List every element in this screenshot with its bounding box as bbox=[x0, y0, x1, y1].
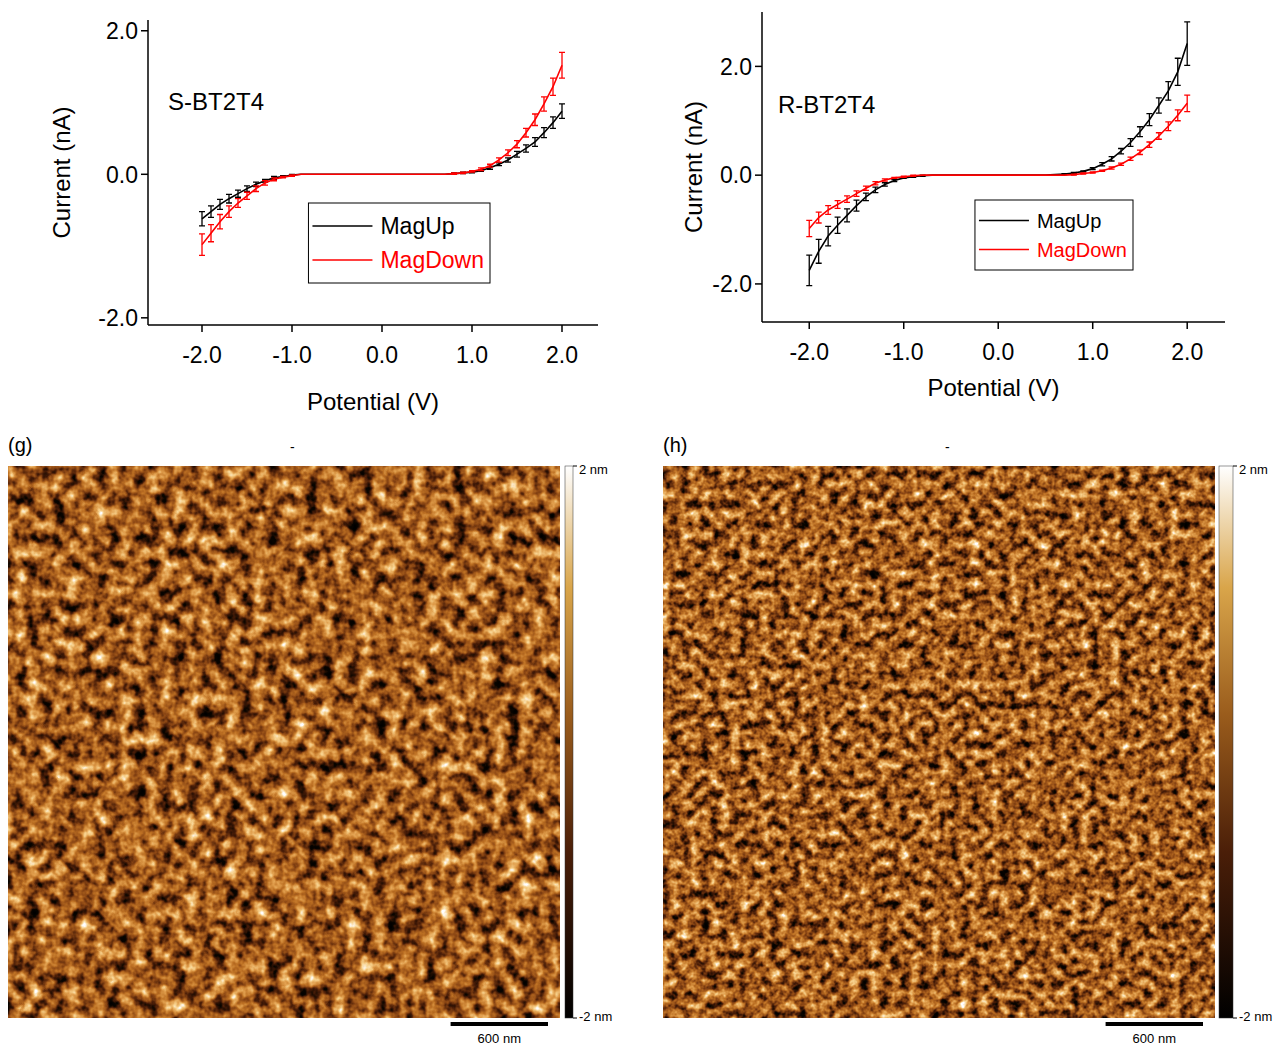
x-axis-title: Potential (V) bbox=[307, 388, 439, 415]
y-tick bbox=[755, 283, 762, 285]
x-tick bbox=[1186, 322, 1188, 329]
y-tick bbox=[755, 66, 762, 68]
legend: MagUp MagDown bbox=[308, 203, 490, 283]
y-tick bbox=[141, 317, 148, 319]
afm-image bbox=[663, 466, 1215, 1018]
colorbar-label: -2 nm bbox=[579, 1009, 612, 1024]
line-panel: -2.0 -1.0 0.0 1.0 2.0 -2.0 0.0 2.0 Potential (V)… bbox=[48, 18, 598, 415]
top-mark: - bbox=[290, 439, 295, 455]
x-tick bbox=[808, 322, 810, 329]
legend-swatch bbox=[979, 220, 1029, 222]
scale-bar-label: 600 nm bbox=[478, 1031, 521, 1046]
x-tick-label: -2.0 bbox=[182, 342, 222, 368]
y-axis bbox=[147, 20, 149, 325]
y-axis bbox=[761, 12, 763, 322]
panel-label: (h) bbox=[663, 434, 687, 456]
legend-swatch bbox=[312, 259, 372, 261]
y-axis-title: Current (nA) bbox=[48, 106, 75, 238]
y-axis-title: Current (nA) bbox=[680, 101, 707, 233]
x-tick bbox=[561, 325, 563, 332]
colorbar-tick bbox=[573, 466, 577, 467]
afm-image bbox=[8, 466, 560, 1018]
x-tick bbox=[997, 322, 999, 329]
legend-box bbox=[975, 200, 1133, 270]
y-tick bbox=[141, 174, 148, 176]
x-tick-label: -1.0 bbox=[884, 339, 924, 365]
colorbar-label: 2 nm bbox=[1239, 462, 1268, 477]
x-tick bbox=[291, 325, 293, 332]
legend-box bbox=[308, 203, 490, 283]
colorbar-label: -2 nm bbox=[1239, 1009, 1272, 1024]
error-bar bbox=[199, 234, 205, 256]
panel-label: (g) bbox=[8, 434, 32, 456]
chart-title: R-BT2T4 bbox=[778, 91, 875, 118]
y-tick-label: 0.0 bbox=[106, 162, 138, 188]
x-tick-label: 0.0 bbox=[366, 342, 398, 368]
colorbar-label: 2 nm bbox=[579, 462, 608, 477]
error-bar bbox=[1184, 95, 1190, 111]
x-tick bbox=[903, 322, 905, 329]
x-tick-label: -1.0 bbox=[272, 342, 312, 368]
colorbar bbox=[565, 466, 573, 1018]
scale-bar-label: 600 nm bbox=[1133, 1031, 1176, 1046]
legend-swatch bbox=[979, 249, 1029, 251]
legend-label: MagUp bbox=[1037, 210, 1101, 232]
line-panel: -2.0 -1.0 0.0 1.0 2.0 -2.0 0.0 2.0 Potential (V)… bbox=[680, 12, 1225, 401]
plot-area bbox=[806, 22, 1190, 286]
colorbar-tick bbox=[1233, 1018, 1237, 1019]
x-tick bbox=[1092, 322, 1094, 329]
series-line bbox=[202, 65, 562, 244]
legend-label: MagUp bbox=[380, 213, 454, 239]
x-axis bbox=[148, 324, 598, 326]
colorbar-tick bbox=[573, 1018, 577, 1019]
colorbar-tick bbox=[1233, 466, 1237, 467]
x-tick bbox=[201, 325, 203, 332]
afm-panel: (g)-2 nm-2 nm600 nm bbox=[8, 434, 612, 1046]
scale-bar bbox=[1106, 1022, 1203, 1026]
legend: MagUp MagDown bbox=[975, 200, 1133, 270]
x-tick-label: 1.0 bbox=[1077, 339, 1109, 365]
y-tick-label: -2.0 bbox=[98, 305, 138, 331]
plot-area bbox=[199, 52, 565, 255]
y-tick bbox=[141, 30, 148, 32]
legend-label: MagDown bbox=[1037, 239, 1127, 261]
y-tick-label: -2.0 bbox=[712, 271, 752, 297]
y-tick-label: 2.0 bbox=[106, 18, 138, 44]
x-axis bbox=[762, 321, 1225, 323]
x-tick-label: -2.0 bbox=[789, 339, 829, 365]
y-tick-label: 2.0 bbox=[720, 54, 752, 80]
series-line bbox=[809, 44, 1187, 271]
y-tick-label: 0.0 bbox=[720, 162, 752, 188]
x-tick-label: 1.0 bbox=[456, 342, 488, 368]
scale-bar bbox=[451, 1022, 548, 1026]
x-tick bbox=[471, 325, 473, 332]
colorbar bbox=[1219, 466, 1233, 1018]
x-tick-label: 2.0 bbox=[546, 342, 578, 368]
x-tick-label: 2.0 bbox=[1171, 339, 1203, 365]
legend-swatch bbox=[312, 225, 372, 227]
error-bar bbox=[806, 255, 812, 285]
legend-label: MagDown bbox=[380, 247, 484, 273]
x-tick bbox=[381, 325, 383, 332]
x-axis-title: Potential (V) bbox=[927, 374, 1059, 401]
figure: -2.0-1.00.01.02.0-2.00.02.0Potential (V)… bbox=[0, 0, 1282, 1053]
chart-title: S-BT2T4 bbox=[168, 88, 264, 115]
top-mark: - bbox=[945, 439, 950, 455]
afm-panel: (h)-2 nm-2 nm600 nm bbox=[663, 434, 1272, 1046]
x-tick-label: 0.0 bbox=[982, 339, 1014, 365]
y-tick bbox=[755, 174, 762, 176]
